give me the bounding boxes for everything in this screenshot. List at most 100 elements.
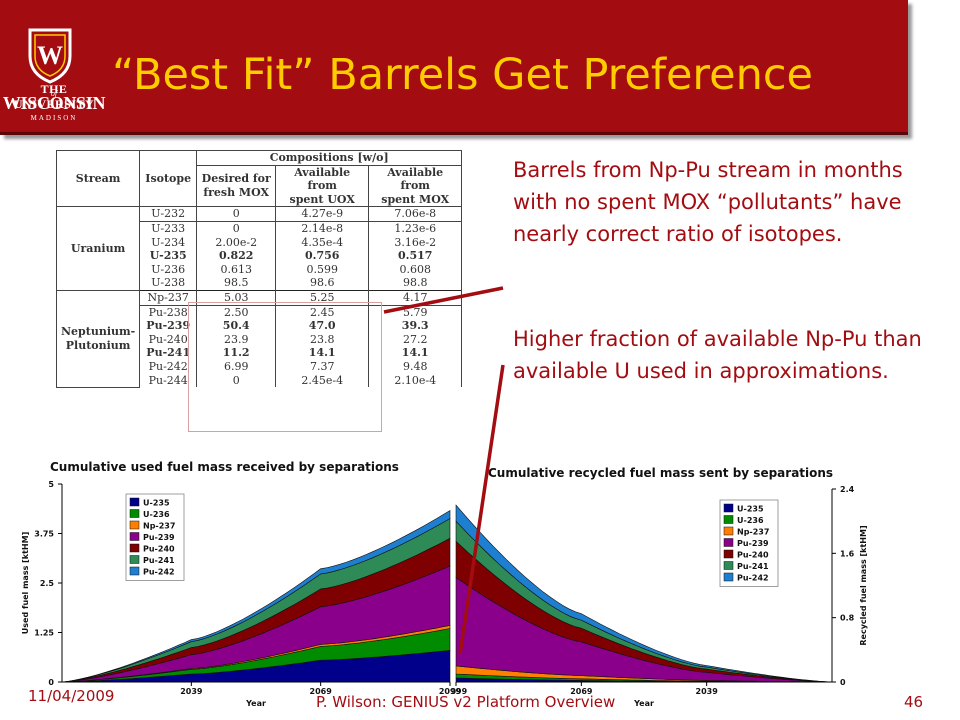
legend-swatch (723, 526, 734, 536)
uw-crest-icon: W (28, 28, 72, 84)
value-cell: 0.608 (368, 262, 463, 277)
legend-swatch (129, 543, 140, 553)
legend-label: Np-237 (737, 528, 769, 537)
y-tick-label: 1.25 (34, 629, 54, 638)
isotope-cell: U-233 (139, 221, 198, 236)
y-tick-label: 0 (840, 678, 846, 687)
table-row: Neptunium- Plutonium Np-237 5.03 5.25 4.17 (55, 289, 463, 388)
value-cell: 0.756 (275, 249, 370, 263)
legend-label: U-236 (737, 516, 764, 525)
table-row: Pu-244 0 2.45e-4 2.10e-4 (57, 373, 463, 388)
y-axis-label: Used fuel mass [ktHM] (21, 532, 30, 634)
crest-letter: W (37, 41, 63, 70)
chart-recycled-fuel-mass: Cumulative recycled fuel mass sent by se… (452, 466, 868, 708)
value-cell: 5.79 (368, 305, 463, 320)
paragraph-best-fit: Barrels from Np-Pu stream in months with… (513, 158, 903, 246)
logo-line-university: THE UNIVERSITY (13, 82, 95, 111)
y-tick-label: 2.5 (40, 579, 55, 588)
value-cell: 7.37 (275, 359, 370, 374)
legend-label: Pu-241 (737, 562, 769, 571)
legend-swatch (723, 549, 734, 559)
value-cell: 0.613 (196, 262, 277, 277)
table-row: Pu-240 23.9 23.8 27.2 (57, 332, 463, 347)
title-banner: W THE UNIVERSITY of WISCONSIN MADISON “B… (0, 0, 908, 135)
value-cell: 2.00e-2 (196, 235, 277, 250)
legend-label: U-236 (143, 510, 170, 519)
legend-label: Pu-239 (737, 539, 769, 548)
y-tick-label: 2.4 (840, 485, 855, 494)
value-cell: 4.35e-4 (275, 235, 370, 250)
header-available-spent-mox: Available from spent MOX (368, 164, 463, 208)
table-row: Uranium U-232 0 4.27e-9 7.06e-8 (55, 206, 463, 291)
legend-label: U-235 (143, 499, 170, 508)
x-axis-label: Year (633, 699, 654, 708)
value-cell: 5.25 (275, 289, 370, 306)
value-cell: 2.45 (275, 305, 370, 320)
value-cell: 9.48 (368, 359, 463, 374)
value-cell: 2.10e-4 (368, 373, 463, 388)
table-highlight-box (188, 302, 382, 432)
isotope-cell: U-238 (139, 276, 198, 291)
header-desired-fresh-mox: Desired for fresh MOX (196, 164, 277, 208)
table-row: U-236 0.613 0.599 0.608 (57, 262, 463, 277)
isotope-cell: Pu-242 (139, 359, 198, 374)
stream-cell: Neptunium- Plutonium (55, 289, 141, 388)
legend-swatch (723, 515, 734, 524)
legend-swatch (723, 572, 734, 582)
legend-swatch (129, 566, 140, 576)
chart-title: Cumulative recycled fuel mass sent by se… (488, 466, 833, 480)
value-cell: 98.5 (196, 276, 277, 291)
table-row: U-235 0.822 0.756 0.517 (57, 249, 463, 263)
value-cell: 39.3 (368, 319, 463, 333)
value-cell: 23.9 (196, 332, 277, 347)
value-cell: 50.4 (196, 319, 277, 333)
legend-label: Np-237 (143, 522, 175, 531)
value-cell: 3.16e-2 (368, 235, 463, 250)
y-tick-label: 5 (48, 480, 54, 489)
legend-label: Pu-240 (143, 545, 175, 554)
value-cell: 1.23e-6 (368, 221, 463, 236)
value-cell: 14.1 (275, 346, 370, 360)
value-cell: 0.822 (196, 249, 277, 263)
paragraph-higher-fraction: Higher fraction of available Np-Pu than … (513, 327, 922, 383)
value-cell: 0 (196, 206, 277, 222)
value-cell: 6.99 (196, 359, 277, 374)
isotope-cell: Pu-239 (139, 319, 198, 333)
y-tick-label: 3.75 (34, 530, 54, 539)
composition-table: Stream Isotope Compositions [w/o] Desire… (55, 149, 463, 388)
header-compositions: Compositions [w/o] (196, 150, 463, 166)
x-axis-label: Year (245, 699, 266, 708)
isotope-cell: Pu-240 (139, 332, 198, 347)
isotope-cell: Pu-238 (139, 305, 198, 320)
value-cell: 14.1 (368, 346, 463, 360)
value-cell: 27.2 (368, 332, 463, 347)
area-series (61, 509, 451, 683)
isotope-cell: Np-237 (139, 289, 198, 306)
value-cell: 0.517 (368, 249, 463, 263)
legend-label: Pu-242 (143, 568, 175, 577)
legend-label: Pu-239 (143, 533, 175, 542)
header-stream: Stream (55, 149, 141, 208)
logo-line-of: of (50, 89, 58, 98)
header-available-spent-uox: Available from spent UOX (275, 164, 370, 208)
x-tick-label: 2039 (180, 687, 203, 696)
isotope-cell: U-235 (139, 249, 198, 263)
legend-label: Pu-242 (737, 574, 769, 583)
footer-date: 11/04/2009 (28, 687, 115, 705)
legend-label: Pu-240 (737, 551, 769, 560)
chart-title: Cumulative used fuel mass received by se… (50, 460, 399, 474)
legend-swatch (129, 555, 140, 564)
logo-line-madison: MADISON (30, 114, 78, 122)
x-tick-label: 2099 (439, 687, 462, 696)
legend-label: Pu-241 (143, 556, 175, 565)
y-tick-label: 1.6 (840, 549, 855, 558)
x-tick-label: 2069 (310, 687, 333, 696)
chart-used-fuel-mass: Cumulative used fuel mass received by se… (21, 460, 462, 708)
x-tick-label: 2039 (696, 687, 719, 696)
table-row: Pu-241 11.2 14.1 14.1 (57, 346, 463, 360)
y-axis-label: Recycled fuel mass [ktHM] (859, 525, 868, 645)
table-row: U-233 0 2.14e-8 1.23e-6 (57, 221, 463, 236)
x-tick-label: 2099 (452, 687, 468, 696)
stream-cell: Uranium (55, 206, 141, 291)
table-row: Pu-239 50.4 47.0 39.3 (57, 319, 463, 333)
